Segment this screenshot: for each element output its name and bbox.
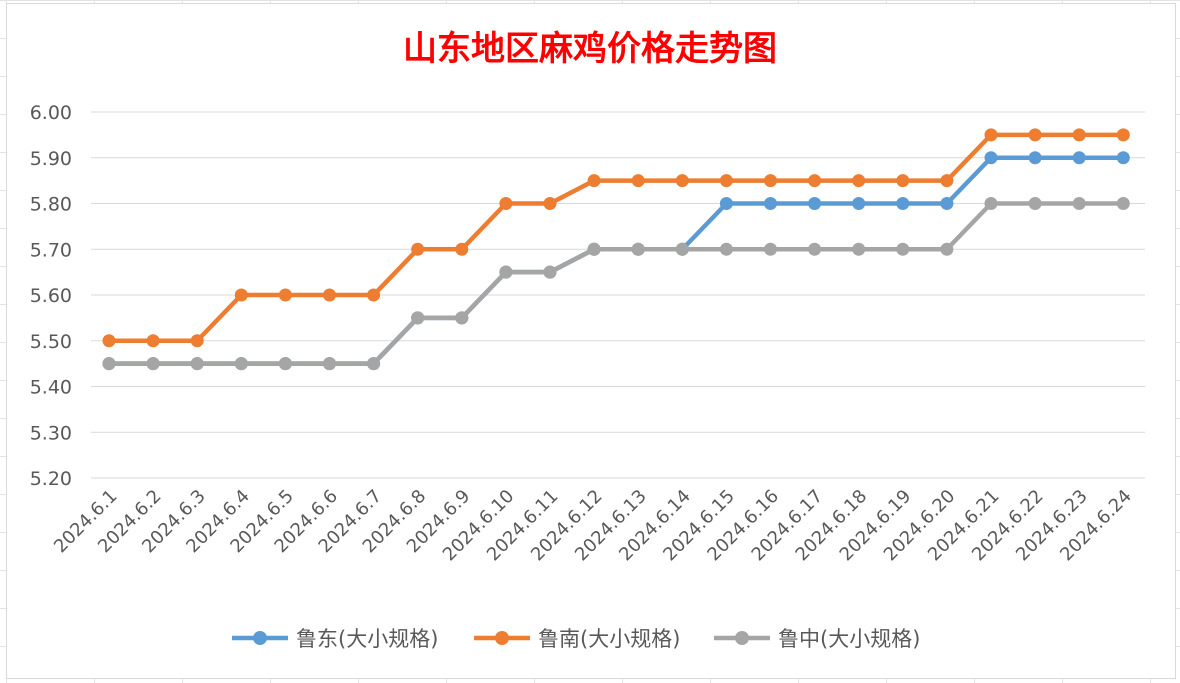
data-point [1028, 128, 1042, 142]
data-point [852, 242, 866, 256]
legend-marker-icon [495, 631, 509, 645]
series-line [106, 201, 1126, 366]
data-point [896, 174, 910, 188]
data-point [190, 334, 204, 348]
data-point [631, 242, 645, 256]
y-tick-label: 5.30 [30, 422, 72, 444]
data-point [984, 197, 998, 210]
series-line-overlap [106, 247, 685, 366]
data-point [631, 174, 645, 188]
legend-marker-icon [735, 631, 749, 645]
data-point [764, 174, 777, 188]
data-point [323, 288, 336, 302]
y-tick-label: 5.70 [30, 239, 72, 261]
data-point [764, 242, 777, 256]
data-point [719, 197, 733, 210]
data-point [499, 197, 513, 210]
legend-label: 鲁东(大小规格) [296, 627, 438, 651]
data-point [984, 151, 998, 165]
data-point [1072, 151, 1086, 165]
series-1 [102, 128, 1130, 348]
data-point [896, 242, 910, 256]
data-point [852, 197, 866, 210]
data-point [499, 265, 513, 279]
x-axis: 2024.6.12024.6.22024.6.32024.6.42024.6.5… [50, 486, 1136, 566]
series-2 [102, 197, 1130, 371]
data-point [808, 197, 822, 210]
y-tick-label: 5.40 [30, 377, 72, 399]
series-overlap [102, 242, 689, 371]
data-point [146, 334, 160, 348]
y-tick-label: 5.20 [30, 468, 72, 490]
legend-item[interactable]: 鲁东(大小规格) [232, 627, 438, 651]
data-point [675, 174, 689, 188]
data-point [587, 242, 601, 256]
data-point [808, 242, 822, 256]
data-point [278, 357, 292, 371]
data-point [234, 357, 248, 371]
data-point [146, 357, 160, 371]
data-point [1072, 128, 1086, 142]
data-point [1116, 128, 1130, 142]
data-point [102, 334, 116, 348]
data-point [940, 197, 954, 210]
data-point [411, 242, 425, 256]
data-point [852, 174, 866, 188]
data-point [543, 265, 557, 279]
y-tick-label: 6.00 [30, 102, 72, 124]
series-line [106, 132, 1126, 343]
data-point [411, 311, 425, 325]
data-point [278, 288, 292, 302]
y-tick-label: 5.90 [30, 148, 72, 170]
data-point [719, 174, 733, 188]
data-point [896, 197, 910, 210]
data-point [190, 357, 204, 371]
legend-item[interactable]: 鲁中(大小规格) [714, 627, 920, 651]
data-point [587, 174, 601, 188]
data-point [455, 242, 469, 256]
data-point [764, 197, 777, 210]
data-point [102, 357, 116, 371]
series-0 [102, 151, 1130, 371]
legend-marker-icon [253, 631, 267, 645]
y-tick-label: 5.50 [30, 331, 72, 353]
y-tick-label: 5.60 [30, 285, 72, 307]
data-point [234, 288, 248, 302]
y-axis: 5.20 5.30 5.40 5.50 5.60 5.70 5.80 5.90 6.00 [30, 102, 72, 490]
chart-title: 山东地区麻鸡价格走势图 [403, 29, 777, 69]
series-layer [102, 128, 1130, 371]
legend-item[interactable]: 鲁南(大小规格) [474, 627, 680, 651]
data-point [1028, 151, 1042, 165]
data-point [719, 242, 733, 256]
data-point [1072, 197, 1086, 210]
data-point [808, 174, 822, 188]
data-point [1116, 197, 1130, 210]
data-point [675, 242, 689, 256]
data-point [543, 197, 557, 210]
series-line [106, 155, 1126, 366]
data-point [455, 311, 469, 325]
data-point [984, 128, 998, 142]
data-point [940, 174, 954, 188]
data-point [323, 357, 336, 371]
data-point [367, 357, 381, 371]
data-point [1028, 197, 1042, 210]
data-point [1116, 151, 1130, 165]
legend-label: 鲁南(大小规格) [538, 627, 680, 651]
y-tick-label: 5.80 [30, 194, 72, 216]
data-point [940, 242, 954, 256]
legend-label: 鲁中(大小规格) [778, 627, 920, 651]
legend: 鲁东(大小规格) 鲁南(大小规格) 鲁中(大小规格) [232, 627, 920, 651]
data-point [367, 288, 381, 302]
